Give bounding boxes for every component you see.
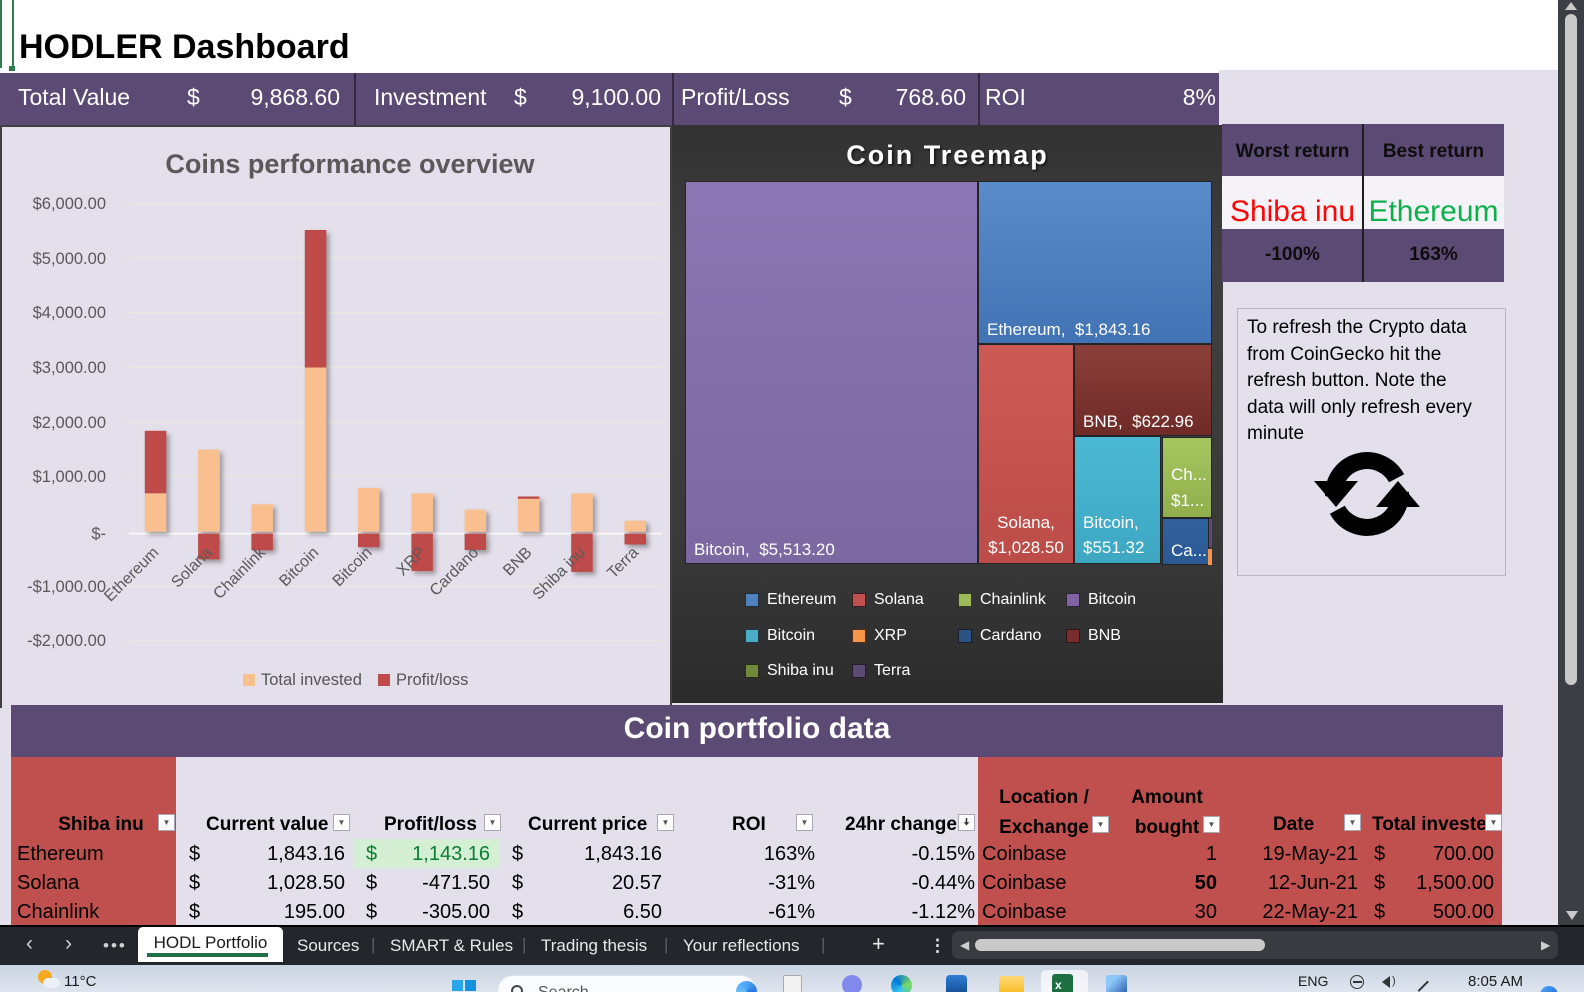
svg-text:BNB: BNB	[500, 544, 535, 579]
svg-text:Ethereum: Ethereum	[101, 544, 162, 605]
svg-text:$6,000.00: $6,000.00	[33, 195, 106, 213]
svg-text:Coins performance overview: Coins performance overview	[165, 149, 535, 179]
svg-text:Terra: Terra	[604, 544, 642, 582]
svg-text:Bitcoin: Bitcoin	[276, 544, 322, 590]
svg-text:-$1,000.00: -$1,000.00	[27, 578, 106, 596]
svg-text:Total invested: Total invested	[261, 671, 362, 689]
svg-text:$5,000.00: $5,000.00	[33, 250, 106, 268]
svg-text:$3,000.00: $3,000.00	[33, 359, 106, 377]
svg-text:Bitcoin: Bitcoin	[330, 544, 376, 590]
svg-text:Shiba inu: Shiba inu	[530, 544, 589, 603]
svg-text:-$2,000.00: -$2,000.00	[27, 632, 106, 650]
svg-text:Solana: Solana	[168, 544, 215, 591]
svg-text:Profit/loss: Profit/loss	[396, 671, 468, 689]
svg-text:$2,000.00: $2,000.00	[33, 414, 106, 432]
svg-text:$4,000.00: $4,000.00	[33, 304, 106, 322]
svg-text:$1,000.00: $1,000.00	[33, 468, 106, 486]
svg-text:$-: $-	[91, 525, 106, 543]
svg-text:Cardano: Cardano	[427, 544, 482, 599]
